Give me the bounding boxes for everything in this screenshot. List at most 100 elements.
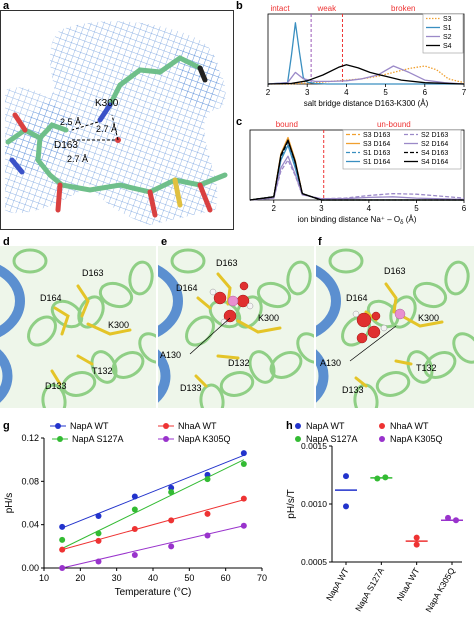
point-napa-k305q	[445, 514, 451, 521]
panel-label-e: e	[161, 236, 168, 248]
point-napa-s127a	[95, 530, 102, 537]
panel-label-g: g	[3, 420, 10, 432]
dist-label-3: 2.7 Å	[67, 154, 88, 164]
helix-green	[128, 260, 154, 296]
residue-stick	[76, 284, 90, 318]
water-oxygen-sphere	[371, 311, 381, 321]
legend-label-napa-k305q: NapA K305Q	[390, 434, 443, 444]
water-oxygen-sphere	[356, 332, 368, 344]
residue-label-d133: D133	[45, 381, 67, 391]
series-line-s1	[267, 22, 464, 85]
water-oxygen-sphere	[356, 312, 372, 328]
water-oxygen-sphere	[239, 281, 249, 291]
helix-green	[366, 299, 400, 329]
residue-stick	[394, 359, 413, 366]
hydrogen-sphere	[352, 310, 360, 318]
legend-label-nhaa-wt: NhaA WT	[390, 421, 429, 431]
x-tick-label: 10	[39, 573, 49, 583]
y-tick-label: 0.08	[21, 476, 39, 486]
residue-label-d164: D164	[346, 293, 368, 303]
residue-label-d164: D164	[40, 293, 62, 303]
point-napa-s127a	[59, 536, 66, 543]
point-napa-wt	[343, 473, 349, 480]
helix-green	[406, 350, 434, 384]
point-napa-wt	[59, 523, 66, 530]
panel-label-d: d	[3, 236, 10, 248]
x-tick-label: 5	[383, 88, 388, 97]
legend-label-napa-s127a: NapA S127A	[72, 434, 124, 444]
panel-label-a: a	[3, 0, 10, 12]
hydrogen-sphere	[380, 324, 388, 332]
region-label-weak: weak	[316, 4, 337, 13]
x-tick-label: 4	[367, 204, 372, 213]
point-napa-k305q	[453, 517, 459, 524]
point-nhaa-wt	[413, 541, 420, 548]
category-label-napa-s127a: NapA S127A	[353, 566, 386, 613]
hydrogen-sphere	[220, 318, 228, 326]
helix-green	[269, 351, 303, 379]
residue-label-d133: D133	[342, 385, 364, 395]
legend-label-s1: S1	[443, 25, 452, 32]
residue-stick	[354, 376, 368, 388]
point-nhaa-wt	[95, 537, 102, 544]
legend-label-s1-d163: S1 D163	[363, 150, 390, 157]
density-map-panel: K300 D163 2.5 Å 2.7 Å 2.7 Å	[0, 10, 234, 230]
residue-sticks	[5, 55, 228, 218]
legend-label-s1-d164: S1 D164	[363, 159, 390, 166]
x-tick-label: 20	[75, 573, 85, 583]
point-napa-k305q	[59, 565, 66, 571]
helix-green	[27, 315, 57, 347]
structure-panel-e: D163 D164 K300 A130 D132 D133	[158, 246, 314, 408]
residue-stick	[236, 319, 282, 334]
residue-stick	[216, 354, 240, 360]
legend-marker	[55, 423, 61, 429]
x-axis-label: Temperature (°C)	[115, 587, 192, 598]
residue-stick	[76, 354, 94, 366]
x-tick-label: 6	[423, 88, 428, 97]
water-oxygen-sphere	[223, 309, 237, 323]
x-tick-label: 5	[414, 204, 419, 213]
point-napa-s127a	[374, 475, 381, 482]
category-label-nhaa-wt: NhaA WT	[395, 566, 422, 603]
helix-green	[219, 371, 255, 397]
x-tick-label: 3	[305, 88, 310, 97]
dist-label-1: 2.5 Å	[60, 117, 81, 127]
panel-label-c: c	[236, 116, 243, 128]
residue-label-k300: K300	[418, 313, 439, 323]
legend-box	[342, 129, 462, 170]
point-napa-k305q	[168, 543, 175, 550]
point-napa-s127a	[131, 506, 138, 513]
chart-b-salt-bridge: intact weak broken 2 3 4 5 6 7 salt bridge distan…	[266, 4, 467, 108]
residue-stick	[53, 306, 70, 336]
point-napa-wt	[95, 513, 102, 519]
x-tick-label: 2	[272, 204, 277, 213]
legend-label-s2: S2	[443, 34, 452, 41]
region-label-broken: broken	[391, 4, 415, 13]
legend-label-s3-d163: S3 D163	[363, 132, 390, 139]
helix-blue	[0, 349, 13, 403]
helix-green	[452, 332, 474, 364]
point-napa-s127a	[240, 461, 247, 467]
fit-line-napa-wt	[61, 454, 245, 529]
x-tick-label: 30	[112, 573, 122, 583]
sodium-ion-sphere	[394, 308, 406, 320]
sodium-ion-sphere	[227, 295, 239, 307]
chart-c-ion-binding: bound un-bound 2 3 4 5 6 ion binding distance N…	[249, 120, 467, 226]
structure-panel-f: D163 D164 K300 A130 T132 D133	[316, 246, 474, 408]
point-nhaa-wt	[131, 526, 138, 532]
legend-label-napa-s127a: NapA S127A	[306, 434, 358, 444]
helix-green	[444, 260, 470, 296]
legend-marker	[163, 423, 169, 429]
helix-green	[328, 248, 364, 274]
helix-green	[111, 351, 145, 379]
residue-stick	[86, 322, 132, 336]
y-tick-label: 0.0010	[301, 499, 327, 509]
residue-stick	[50, 369, 62, 386]
water-oxygen-sphere	[367, 325, 381, 339]
residue-stick	[384, 282, 398, 314]
legend-label-napa-wt: NapA WT	[70, 421, 109, 431]
legend-label-napa-k305q: NapA K305Q	[178, 434, 231, 444]
y-tick-label: 0.04	[21, 520, 39, 530]
y-axis-label: pH/s	[4, 493, 15, 514]
